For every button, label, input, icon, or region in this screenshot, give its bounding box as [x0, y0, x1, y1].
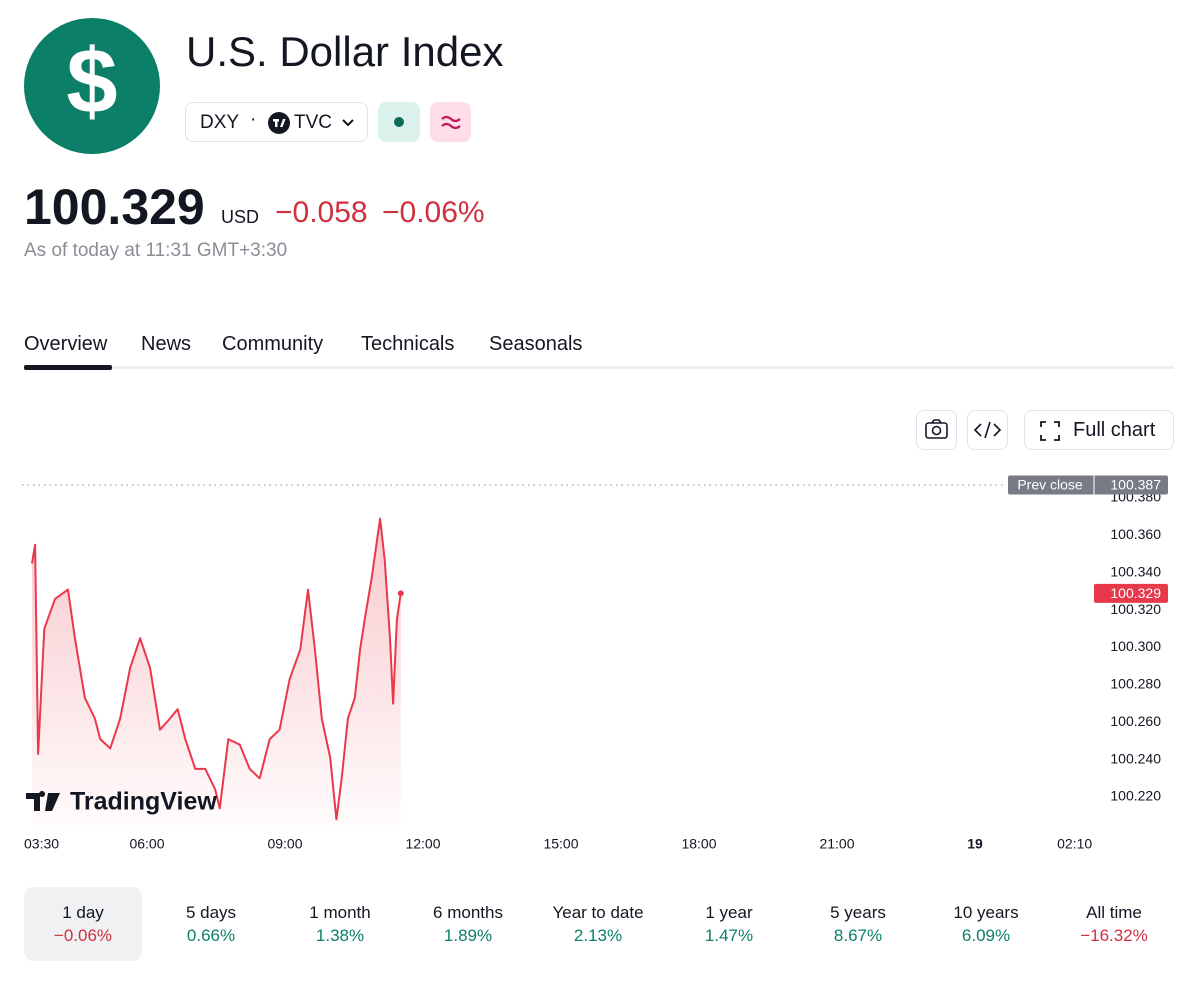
- currency: USD: [221, 207, 260, 227]
- period-change: 2.13%: [573, 926, 623, 945]
- y-tick-label: 100.260: [1110, 713, 1161, 729]
- period[interactable]: 1 month 1.38%: [281, 887, 399, 961]
- period-label: 5 years: [830, 903, 886, 922]
- watermark-logo: [26, 791, 60, 811]
- y-tick-label: 100.300: [1110, 638, 1161, 654]
- as-of: As of today at 11:31 GMT+3:30: [24, 240, 288, 261]
- y-tick-label: 100.340: [1110, 563, 1161, 579]
- period[interactable]: All time −16.32%: [1055, 887, 1173, 961]
- symbol-pill[interactable]: DXY · TVC: [185, 102, 368, 142]
- x-tick-label: 21:00: [819, 836, 854, 852]
- embed-button[interactable]: [967, 410, 1008, 450]
- x-tick-label: 09:00: [267, 836, 302, 852]
- x-tick-label: 15:00: [543, 836, 578, 852]
- period-change: 8.67%: [833, 926, 883, 945]
- period-label: 1 day: [62, 903, 104, 922]
- expand-icon: [1040, 421, 1060, 441]
- prev-close-label: Prev close: [1017, 477, 1083, 493]
- period[interactable]: 5 days 0.66%: [152, 887, 270, 961]
- y-tick-label: 100.320: [1110, 601, 1161, 617]
- exchange: TVC: [294, 112, 332, 133]
- x-tick-label: 18:00: [681, 836, 716, 852]
- period-change: 1.47%: [704, 926, 754, 945]
- change-pct: −0.06%: [382, 196, 485, 229]
- period[interactable]: 5 years 8.67%: [799, 887, 917, 961]
- period-label: 10 years: [953, 903, 1019, 922]
- x-tick-label: 06:00: [129, 836, 164, 852]
- tab[interactable]: Community: [222, 333, 324, 355]
- tab-rule: [24, 366, 1174, 369]
- logo-glyph: $: [66, 30, 117, 132]
- tab[interactable]: Seasonals: [489, 333, 583, 355]
- delayed-badge[interactable]: [430, 102, 471, 142]
- period[interactable]: 6 months 1.89%: [409, 887, 527, 961]
- camera-icon: [925, 419, 948, 439]
- last-price-badge: [1094, 583, 1168, 603]
- x-tick-label: 03:30: [24, 836, 59, 852]
- y-tick-label: 100.360: [1110, 526, 1161, 542]
- last-point: [397, 590, 404, 597]
- market-open-badge[interactable]: [378, 102, 420, 142]
- x-tick-label: 02:10: [1057, 836, 1092, 852]
- period-change: 1.38%: [315, 926, 365, 945]
- period-label: 6 months: [433, 903, 503, 922]
- symbol: DXY: [200, 112, 240, 133]
- last-price-label: 100.329: [1110, 585, 1161, 601]
- change: −0.058: [275, 196, 368, 229]
- period-change: 6.09%: [961, 926, 1011, 945]
- y-tick-label: 100.220: [1110, 788, 1161, 804]
- period-label: Year to date: [552, 903, 644, 922]
- active-tab-indicator: [24, 365, 112, 370]
- y-tick-label: 100.280: [1110, 676, 1161, 692]
- period[interactable]: 10 years 6.09%: [927, 887, 1045, 961]
- period-label: 5 days: [185, 903, 237, 922]
- code-icon: [973, 421, 1002, 439]
- status-dot: [394, 117, 404, 127]
- chevron: [342, 119, 354, 127]
- price: 100.329: [24, 179, 205, 235]
- tab[interactable]: Technicals: [361, 333, 455, 355]
- watermark-text: TradingView: [70, 788, 217, 816]
- plot: 100.220 100.240 100.260 100.280 100.300 100.3…: [22, 475, 1168, 852]
- period-change: −0.06%: [53, 926, 113, 945]
- period-change: −16.32%: [1080, 926, 1148, 945]
- prev-close-value: 100.387: [1110, 477, 1161, 493]
- prev-close-badge: [1008, 475, 1168, 495]
- period-change: 1.89%: [443, 926, 493, 945]
- x-tick-label: 19: [967, 836, 983, 852]
- watermark: TradingView: [26, 788, 217, 816]
- wave-icon: [441, 115, 461, 130]
- logo-circle: [24, 18, 160, 154]
- y-tick-label: 100.240: [1110, 750, 1161, 766]
- line: [31, 517, 402, 821]
- tab[interactable]: Overview: [24, 333, 108, 355]
- x-tick-label: 12:00: [405, 836, 440, 852]
- period[interactable]: 1 year 1.47%: [670, 887, 788, 961]
- period-label: 1 month: [309, 903, 371, 922]
- snapshot-button[interactable]: [916, 410, 957, 450]
- tab[interactable]: News: [141, 333, 192, 355]
- full-chart-label: Full chart: [1073, 419, 1156, 441]
- full-chart-button[interactable]: Full chart: [1024, 410, 1174, 450]
- period-label: All time: [1086, 903, 1142, 922]
- exchange-icon: [268, 112, 290, 134]
- separator-dot: ·: [250, 109, 257, 130]
- period[interactable]: 1 day −0.06%: [24, 887, 142, 961]
- area: [32, 518, 401, 825]
- title: U.S. Dollar Index: [186, 28, 504, 75]
- period[interactable]: Year to date 2.13%: [539, 887, 657, 961]
- period-label: 1 year: [705, 903, 753, 922]
- period-change: 0.66%: [186, 926, 236, 945]
